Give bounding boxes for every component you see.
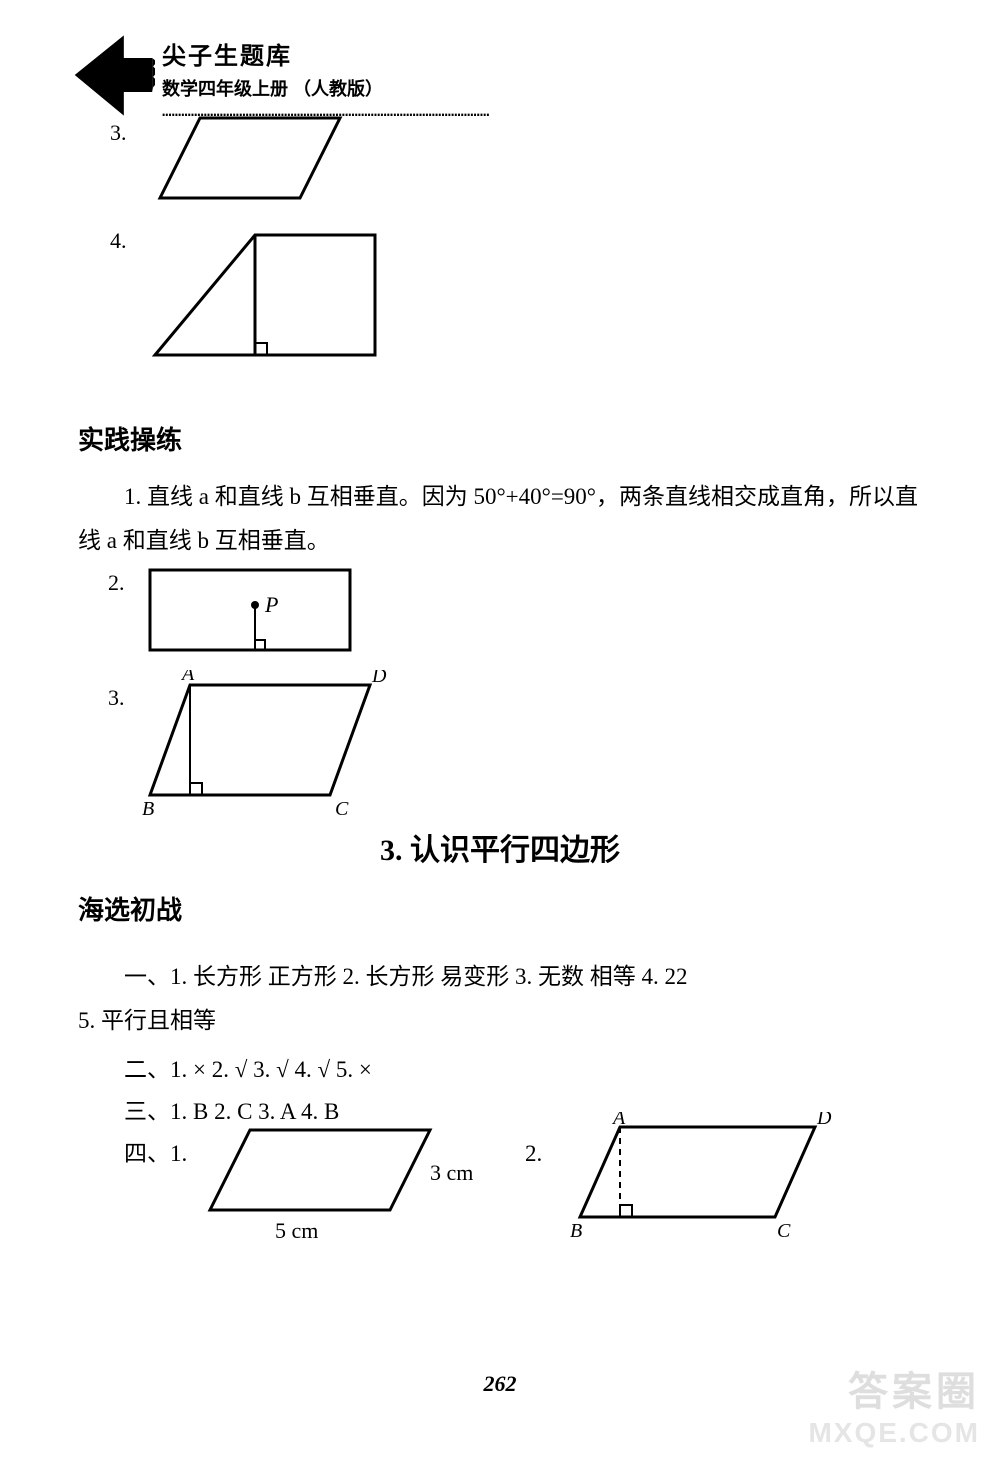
book-subtitle: 数学四年级上册 （人教版） <box>162 75 383 101</box>
chapter-title: 3. 认识平行四边形 <box>0 825 1000 869</box>
hx-q4-label: 四、1. <box>124 1132 187 1176</box>
p2-rect <box>150 570 350 650</box>
hx-q1-line2: 5. 平行且相等 <box>78 999 928 1043</box>
q4-label: 4. <box>110 228 127 254</box>
p2-point-label: P <box>264 592 278 617</box>
hx-q4-fig1-bottom-label: 5 cm <box>275 1218 318 1243</box>
watermark-text-2: MXQE.COM <box>808 1417 980 1449</box>
hx-q4-fig2-label-a: A <box>611 1112 626 1129</box>
q3-parallelogram <box>160 118 340 198</box>
hx-q4-fig1-parallelogram <box>210 1130 430 1210</box>
q3-figure <box>150 108 360 213</box>
p3-label-d: D <box>371 670 387 687</box>
q4-right-angle-marker <box>255 343 267 355</box>
p3-right-angle-marker <box>190 783 202 795</box>
watermark-text-1: 答案圈 <box>848 1359 980 1417</box>
hx-q1-line1: 一、1. 长方形 正方形 2. 长方形 易变形 3. 无数 相等 4. 22 <box>124 964 688 989</box>
p3-parallelogram <box>150 685 370 795</box>
section-hx-heading: 海选初战 <box>78 890 182 927</box>
hx-q4-fig2-label-d: D <box>816 1112 832 1129</box>
practice-q3-figure: A D B C <box>140 670 400 820</box>
practice-q1-span: 1. 直线 a 和直线 b 互相垂直。因为 50°+40°=90°，两条直线相交… <box>78 484 918 553</box>
hx-q4-fig2-right-angle-marker <box>620 1205 632 1217</box>
q4-outer-shape <box>155 235 375 355</box>
p3-label-a: A <box>180 670 195 685</box>
hx-q4-fig2-parallelogram <box>580 1127 815 1217</box>
practice-q2-figure: P <box>140 560 370 665</box>
q4-figure <box>145 225 395 375</box>
page: 尖子生题库 数学四年级上册 （人教版） ……………………………………………………… <box>0 0 1000 1457</box>
hx-q4-fig2-label-c: C <box>777 1220 791 1242</box>
practice-q3-label: 3. <box>108 685 125 711</box>
hx-q2: 二、1. × 2. √ 3. √ 4. √ 5. × <box>124 1048 372 1092</box>
practice-q2-label: 2. <box>108 570 125 596</box>
arrow-icon <box>70 28 155 123</box>
arrow-shape <box>75 35 152 115</box>
hx-q4-fig2-label-b: B <box>570 1220 582 1242</box>
p3-label-b: B <box>142 798 154 820</box>
practice-q1-text: 1. 直线 a 和直线 b 互相垂直。因为 50°+40°=90°，两条直线相交… <box>78 475 918 562</box>
section-practice-heading: 实践操练 <box>78 420 182 457</box>
q3-label: 3. <box>110 120 127 146</box>
book-title: 尖子生题库 <box>162 36 292 71</box>
hx-q4-fig2: A D B C <box>565 1112 845 1247</box>
hx-q4-fig1: 3 cm 5 cm <box>200 1120 500 1260</box>
hx-q4-label2: 2. <box>525 1132 542 1176</box>
p3-label-c: C <box>335 798 349 820</box>
hx-q1: 一、1. 长方形 正方形 2. 长方形 易变形 3. 无数 相等 4. 22 5… <box>78 955 928 1042</box>
hx-q4-fig1-right-label: 3 cm <box>430 1160 473 1185</box>
